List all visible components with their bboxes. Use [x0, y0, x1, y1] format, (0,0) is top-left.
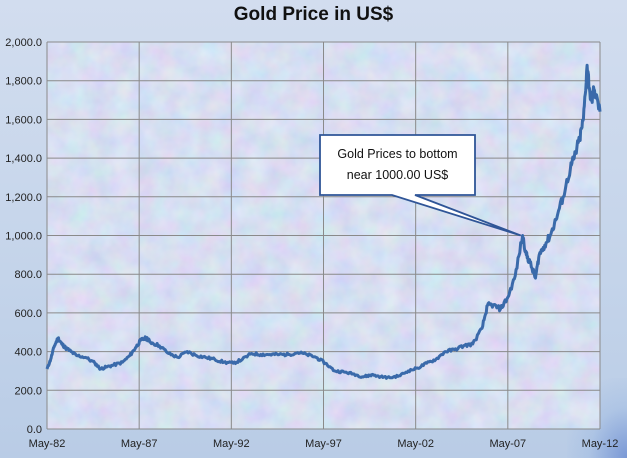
y-tick-label: 1,800.0: [5, 76, 42, 88]
chart-title: Gold Price in US$: [233, 4, 394, 25]
x-tick-label: May-02: [397, 438, 434, 450]
series-group: [45, 63, 602, 380]
y-tick-label: 1,400.0: [5, 153, 42, 165]
callout-line-1: Gold Prices to bottom: [337, 147, 458, 161]
y-tick-label: 1,200.0: [5, 192, 42, 204]
x-tick-label: May-87: [121, 438, 158, 450]
callout-annotation: [319, 134, 522, 237]
callout-text: Gold Prices to bottom near 1000.00 US$: [320, 135, 475, 195]
callout-bubble: [319, 134, 522, 237]
x-tick-label: May-82: [29, 438, 66, 450]
y-tick-label: 200.0: [14, 385, 42, 397]
y-tick-label: 600.0: [14, 308, 42, 320]
callout-line-2: near 1000.00 US$: [346, 168, 449, 182]
y-tick-label: 800.0: [14, 269, 42, 281]
x-tick-label: May-97: [305, 438, 342, 450]
axis-ticks: 0.0 200.0 400.0 600.0 800.0 1,000.0 1,200.0 1,4…: [5, 37, 618, 450]
series-line: [45, 63, 602, 380]
y-tick-label: 400.0: [14, 347, 42, 359]
x-tick-label: May-07: [489, 438, 526, 450]
y-tick-label: 1,000.0: [5, 231, 42, 243]
x-tick-label: May-92: [213, 438, 250, 450]
y-tick-label: 1,600.0: [5, 114, 42, 126]
y-tick-label: 2,000.0: [5, 37, 42, 49]
x-tick-label: May-12: [582, 438, 619, 450]
gridlines: [46, 41, 601, 430]
y-tick-label: 0.0: [27, 424, 42, 436]
